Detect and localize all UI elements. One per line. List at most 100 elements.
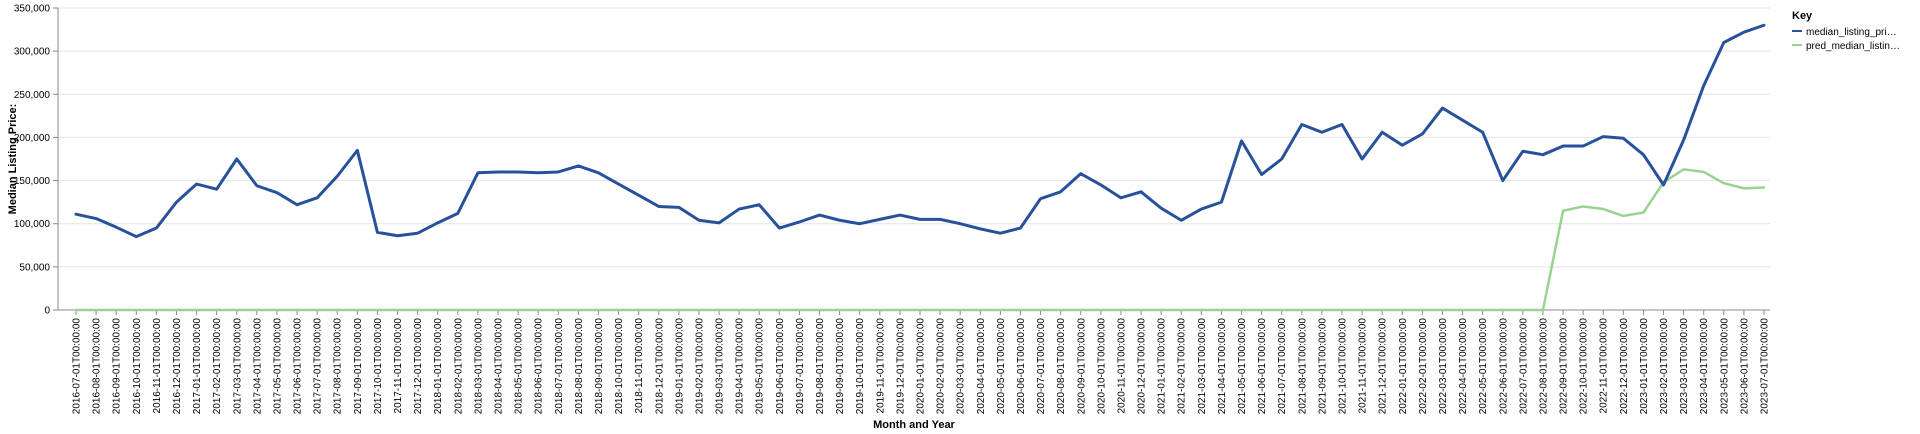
x-tick-label: 2020-06-01T00:00:00 — [1016, 318, 1027, 415]
x-tick-label: 2023-03-01T00:00:00 — [1679, 318, 1690, 415]
x-tick-label: 2017-11-01T00:00:00 — [393, 318, 404, 414]
x-tick-label: 2021-04-01T00:00:00 — [1217, 318, 1228, 415]
x-tick-label: 2019-05-01T00:00:00 — [755, 318, 766, 415]
x-tick-label: 2016-12-01T00:00:00 — [172, 318, 183, 415]
x-tick-labels: 2016-07-01T00:00:00 2016-08-01T00:00:00 20… — [72, 318, 1771, 415]
y-tick-labels: 0 50,000 100,000 150,000 200,000 250,000 300,0… — [14, 4, 51, 317]
x-tick-label: 2017-05-01T00:00:00 — [272, 318, 283, 415]
axes — [57, 8, 1770, 311]
series-line-median-listing-price — [74, 23, 1766, 239]
series-line-pred-median-listing-price — [74, 168, 1766, 312]
x-tick-label: 2017-06-01T00:00:00 — [293, 318, 304, 415]
x-tick-label: 2022-07-01T00:00:00 — [1518, 318, 1529, 415]
y-tick-label: 300,000 — [14, 47, 51, 58]
x-tick-label: 2017-04-01T00:00:00 — [252, 318, 263, 415]
y-tick-label: 150,000 — [14, 176, 51, 187]
x-tick-label: 2023-05-01T00:00:00 — [1719, 318, 1730, 415]
x-tick-label: 2020-12-01T00:00:00 — [1137, 318, 1148, 415]
x-tick-label: 2018-02-01T00:00:00 — [453, 318, 464, 415]
x-tick-label: 2018-09-01T00:00:00 — [594, 318, 605, 415]
x-tick-label: 2017-03-01T00:00:00 — [232, 318, 243, 415]
x-tick-label: 2016-09-01T00:00:00 — [112, 318, 123, 415]
x-tick-label: 2021-03-01T00:00:00 — [1197, 318, 1208, 415]
x-tick-label: 2020-08-01T00:00:00 — [1056, 318, 1067, 415]
x-tick-label: 2016-07-01T00:00:00 — [72, 318, 83, 415]
y-tick-label: 350,000 — [14, 4, 51, 15]
x-tick-label: 2016-11-01T00:00:00 — [152, 318, 163, 414]
x-tick-label: 2017-01-01T00:00:00 — [192, 318, 203, 415]
x-tick-label: 2022-12-01T00:00:00 — [1619, 318, 1630, 415]
x-tick-label: 2019-06-01T00:00:00 — [775, 318, 786, 415]
y-tick-label: 50,000 — [19, 262, 50, 273]
x-tick-label: 2022-02-01T00:00:00 — [1418, 318, 1429, 415]
y-tick-label: 0 — [44, 306, 50, 317]
x-tick-label: 2021-05-01T00:00:00 — [1237, 318, 1248, 415]
legend-label-median-listing-price: median_listing_pri… — [1806, 27, 1897, 38]
x-tick-label: 2019-09-01T00:00:00 — [835, 318, 846, 415]
gridlines — [53, 7, 1770, 311]
x-tick-label: 2021-07-01T00:00:00 — [1277, 318, 1288, 415]
x-tick-label: 2018-05-01T00:00:00 — [514, 318, 525, 415]
legend: Key median_listing_pri… pred_median_list… — [1792, 10, 1900, 52]
x-tick-label: 2020-01-01T00:00:00 — [916, 318, 927, 415]
x-tick-label: 2019-04-01T00:00:00 — [735, 318, 746, 415]
y-axis-title: Median Listing Price: — [7, 104, 19, 215]
x-tick-label: 2019-03-01T00:00:00 — [715, 318, 726, 415]
x-tick-label: 2018-08-01T00:00:00 — [574, 318, 585, 415]
x-tick-label: 2016-08-01T00:00:00 — [92, 318, 103, 415]
x-tick-label: 2017-07-01T00:00:00 — [313, 318, 324, 415]
x-tick-label: 2019-07-01T00:00:00 — [795, 318, 806, 415]
x-tick-label: 2020-10-01T00:00:00 — [1096, 318, 1107, 415]
x-tick-label: 2019-10-01T00:00:00 — [855, 318, 866, 415]
x-tick-label: 2020-09-01T00:00:00 — [1076, 318, 1087, 415]
x-tick-label: 2021-12-01T00:00:00 — [1378, 318, 1389, 415]
x-tick-label: 2023-06-01T00:00:00 — [1739, 318, 1750, 415]
x-tick-label: 2018-10-01T00:00:00 — [614, 318, 625, 415]
x-tick-label: 2016-10-01T00:00:00 — [132, 318, 143, 415]
y-tick-label: 100,000 — [14, 219, 51, 230]
x-tick-label: 2022-09-01T00:00:00 — [1559, 318, 1570, 415]
series-lines — [74, 23, 1766, 312]
legend-label-pred-median-listing-price: pred_median_listin… — [1806, 41, 1900, 52]
x-tick-label: 2021-11-01T00:00:00 — [1358, 318, 1369, 414]
x-tick-label: 2017-10-01T00:00:00 — [373, 318, 384, 415]
x-tick-label: 2022-10-01T00:00:00 — [1579, 318, 1590, 415]
legend-title: Key — [1792, 10, 1813, 22]
x-tick-label: 2019-02-01T00:00:00 — [694, 318, 705, 415]
x-tick-label: 2023-01-01T00:00:00 — [1639, 318, 1650, 415]
x-tick-label: 2020-03-01T00:00:00 — [956, 318, 967, 415]
x-tick-label: 2022-06-01T00:00:00 — [1498, 318, 1509, 415]
x-tick-label: 2021-10-01T00:00:00 — [1338, 318, 1349, 415]
x-tick-label: 2023-04-01T00:00:00 — [1699, 318, 1710, 415]
x-tick-label: 2022-11-01T00:00:00 — [1599, 318, 1610, 414]
x-tick-label: 2020-07-01T00:00:00 — [1036, 318, 1047, 415]
x-tick-label: 2017-08-01T00:00:00 — [333, 318, 344, 415]
x-tick-label: 2021-06-01T00:00:00 — [1257, 318, 1268, 415]
x-tick-label: 2019-08-01T00:00:00 — [815, 318, 826, 415]
x-tick-label: 2019-11-01T00:00:00 — [875, 318, 886, 414]
x-tick-label: 2017-02-01T00:00:00 — [212, 318, 223, 415]
x-tick-label: 2020-11-01T00:00:00 — [1116, 318, 1127, 414]
y-tick-label: 250,000 — [14, 90, 51, 101]
x-tick-label: 2018-12-01T00:00:00 — [654, 318, 665, 415]
x-tick-label: 2022-01-01T00:00:00 — [1398, 318, 1409, 415]
x-tick-label: 2020-05-01T00:00:00 — [996, 318, 1007, 415]
x-tick-label: 2017-09-01T00:00:00 — [353, 318, 364, 415]
y-tick-label: 200,000 — [14, 133, 51, 144]
x-tick-label: 2022-03-01T00:00:00 — [1438, 318, 1449, 415]
x-tick-label: 2021-02-01T00:00:00 — [1177, 318, 1188, 415]
x-tick-label: 2022-08-01T00:00:00 — [1538, 318, 1549, 415]
x-tick-label: 2022-05-01T00:00:00 — [1478, 318, 1489, 415]
x-tick-label: 2021-08-01T00:00:00 — [1297, 318, 1308, 415]
x-tick-label: 2019-12-01T00:00:00 — [895, 318, 906, 415]
x-axis-title: Month and Year — [873, 419, 955, 431]
x-tick-label: 2018-04-01T00:00:00 — [494, 318, 505, 415]
x-tick-label: 2023-02-01T00:00:00 — [1659, 318, 1670, 415]
x-tick-label: 2018-06-01T00:00:00 — [534, 318, 545, 415]
x-tick-label: 2018-01-01T00:00:00 — [433, 318, 444, 415]
x-tick-label: 2022-04-01T00:00:00 — [1458, 318, 1469, 415]
x-tick-label: 2018-03-01T00:00:00 — [473, 318, 484, 415]
x-tick-label: 2017-12-01T00:00:00 — [413, 318, 424, 415]
x-tick-label: 2018-07-01T00:00:00 — [554, 318, 565, 415]
